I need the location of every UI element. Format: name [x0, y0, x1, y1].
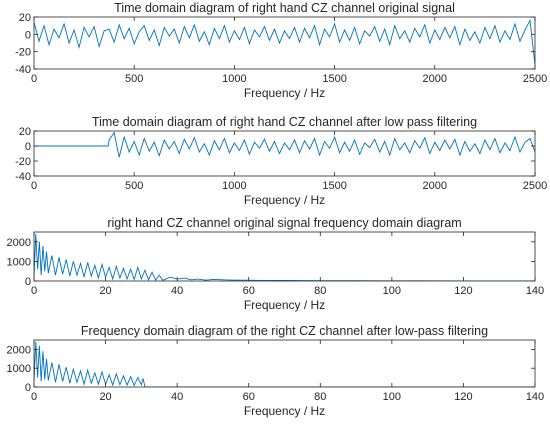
y-tick-label: -40 [15, 171, 31, 183]
y-tick-label: 20 [19, 12, 31, 24]
x-axis-label: Frequency / Hz [244, 404, 325, 418]
x-tick-label: 40 [171, 391, 183, 403]
subplots: Time domain diagram of right hand CZ cha… [7, 1, 548, 418]
x-tick-label: 2500 [523, 180, 547, 192]
x-tick-label: 20 [99, 391, 111, 403]
x-tick-label: 120 [454, 391, 472, 403]
axes-box [33, 130, 536, 177]
series-line [34, 131, 535, 158]
x-tick-label: 20 [99, 285, 111, 297]
x-tick-label: 140 [526, 391, 544, 403]
x-tick-label: 120 [454, 285, 472, 297]
y-tick-label: -20 [15, 156, 31, 168]
y-tick-label: 2000 [7, 344, 31, 356]
subplot-3: right hand CZ channel original signal fr… [7, 216, 545, 312]
chart-title: right hand CZ channel original signal fr… [107, 216, 461, 230]
x-tick-label: 60 [243, 391, 255, 403]
x-tick-label: 2000 [423, 73, 447, 85]
x-tick-label: 60 [243, 285, 255, 297]
axes-box [33, 231, 536, 282]
x-tick-label: 0 [31, 73, 37, 85]
x-tick-label: 80 [314, 285, 326, 297]
x-tick-label: 2000 [423, 180, 447, 192]
chart-title: Time domain diagram of right hand CZ cha… [114, 1, 455, 15]
x-tick-label: 1000 [222, 73, 246, 85]
x-tick-label: 80 [314, 391, 326, 403]
x-tick-label: 40 [171, 285, 183, 297]
chart-title: Time domain diagram of right hand CZ cha… [92, 115, 477, 129]
x-tick-label: 0 [31, 180, 37, 192]
x-tick-label: 1000 [222, 180, 246, 192]
x-tick-label: 1500 [322, 180, 346, 192]
y-tick-label: -40 [15, 64, 31, 76]
x-tick-label: 140 [526, 285, 544, 297]
y-tick-label: 0 [25, 29, 31, 41]
y-tick-label: 1000 [7, 256, 31, 268]
x-tick-label: 500 [125, 73, 143, 85]
y-tick-label: 1000 [7, 363, 31, 375]
x-tick-label: 100 [383, 391, 401, 403]
y-tick-label: 20 [19, 126, 31, 138]
x-tick-label: 0 [31, 285, 37, 297]
x-tick-label: 1500 [322, 73, 346, 85]
y-tick-label: -20 [15, 47, 31, 59]
y-tick-label: 0 [25, 382, 31, 394]
subplot-4: Frequency domain diagram of the right CZ… [7, 324, 545, 418]
axes-box [33, 16, 536, 70]
x-tick-label: 500 [125, 180, 143, 192]
x-axis-label: Frequency / Hz [244, 86, 325, 100]
series-line [34, 341, 535, 387]
series-line [34, 233, 535, 281]
y-tick-label: 2000 [7, 237, 31, 249]
chart-title: Frequency domain diagram of the right CZ… [81, 324, 488, 338]
x-axis-label: Frequency / Hz [244, 193, 325, 207]
y-tick-label: 0 [25, 276, 31, 288]
subplot-1: Time domain diagram of right hand CZ cha… [15, 1, 547, 100]
axes-box [33, 339, 536, 388]
subplot-2: Time domain diagram of right hand CZ cha… [15, 115, 547, 207]
x-tick-label: 2500 [523, 73, 547, 85]
x-tick-label: 100 [383, 285, 401, 297]
x-tick-label: 0 [31, 391, 37, 403]
series-line [34, 18, 535, 65]
y-tick-label: 0 [25, 141, 31, 153]
x-axis-label: Frequency / Hz [244, 298, 325, 312]
